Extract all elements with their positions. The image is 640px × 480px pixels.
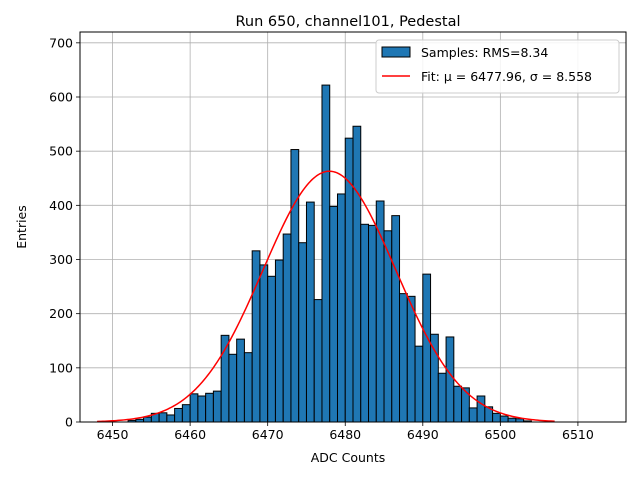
histogram-bar (430, 333, 439, 423)
histogram-bar (336, 193, 346, 423)
y-tick-label: 0 (65, 415, 73, 430)
histogram-bars (127, 84, 532, 423)
histogram-bar (492, 412, 501, 423)
x-tick-label: 6480 (329, 427, 361, 442)
histogram-bar (499, 415, 509, 423)
histogram-bar (267, 275, 276, 423)
histogram-bar (414, 345, 424, 423)
x-axis-ticks: 6450 6460 6470 6480 6490 6500 6510 (97, 422, 594, 442)
x-tick-label: 6490 (407, 427, 439, 442)
histogram-bar (205, 392, 214, 423)
y-tick-label: 200 (49, 306, 73, 321)
histogram-bar (445, 336, 455, 423)
y-tick-label: 700 (49, 35, 73, 50)
legend-histogram-swatch (381, 46, 411, 58)
histogram-bar (243, 352, 253, 423)
x-tick-label: 6450 (97, 427, 129, 442)
histogram-bar (360, 223, 370, 423)
histogram-bar (368, 224, 377, 423)
y-tick-label: 600 (49, 90, 73, 105)
histogram-bar (290, 149, 300, 423)
x-tick-label: 6470 (252, 427, 284, 442)
histogram-bar (166, 414, 176, 423)
x-tick-label: 6460 (174, 427, 206, 442)
histogram-bar (305, 201, 315, 423)
y-tick-label: 400 (49, 198, 73, 213)
histogram-bar (476, 395, 486, 423)
y-axis-label: Entries (14, 205, 29, 249)
histogram-bar (274, 259, 284, 423)
histogram-bar (321, 84, 331, 423)
y-axis-ticks: 0 100 200 300 400 500 600 700 (49, 35, 80, 430)
legend-fit-label: Fit: μ = 6477.96, σ = 8.558 (421, 69, 592, 84)
histogram-bar (507, 417, 517, 423)
histogram-bar (406, 295, 416, 423)
histogram-bar (282, 233, 292, 423)
histogram-bar (259, 264, 269, 423)
legend: Samples: RMS=8.34 Fit: μ = 6477.96, σ = … (375, 39, 620, 94)
histogram-bar (228, 353, 238, 423)
x-axis-label: ADC Counts (311, 450, 386, 465)
histogram-bar (391, 215, 401, 423)
histogram-bar (344, 137, 354, 423)
histogram-bar (329, 205, 338, 423)
histogram-bar (158, 412, 168, 423)
histogram-bar (174, 407, 183, 423)
histogram-bar (236, 338, 245, 423)
histogram-bar (251, 250, 261, 423)
fit-curve (97, 170, 555, 423)
histogram-bar (352, 125, 362, 423)
legend-frame (375, 39, 620, 94)
histogram-bar (437, 372, 447, 423)
histogram-bar (468, 407, 478, 423)
histogram-bar (453, 385, 463, 423)
y-tick-label: 300 (49, 252, 73, 267)
x-tick-label: 6510 (562, 427, 594, 442)
histogram-bar (197, 395, 207, 423)
y-tick-label: 100 (49, 360, 73, 375)
legend-histogram-label: Samples: RMS=8.34 (421, 45, 548, 60)
histogram-bar (422, 273, 432, 423)
plot-frame (79, 31, 627, 423)
histogram-bar (313, 299, 323, 423)
histogram-bar (399, 293, 408, 423)
histogram-bar (189, 393, 199, 423)
histogram-bar (143, 416, 152, 423)
histogram-bar (298, 242, 307, 423)
x-tick-label: 6500 (484, 427, 516, 442)
chart-title: Run 650, channel101, Pedestal (235, 14, 460, 30)
histogram-bar (212, 390, 222, 423)
y-tick-label: 500 (49, 144, 73, 159)
histogram-bar (181, 404, 191, 423)
